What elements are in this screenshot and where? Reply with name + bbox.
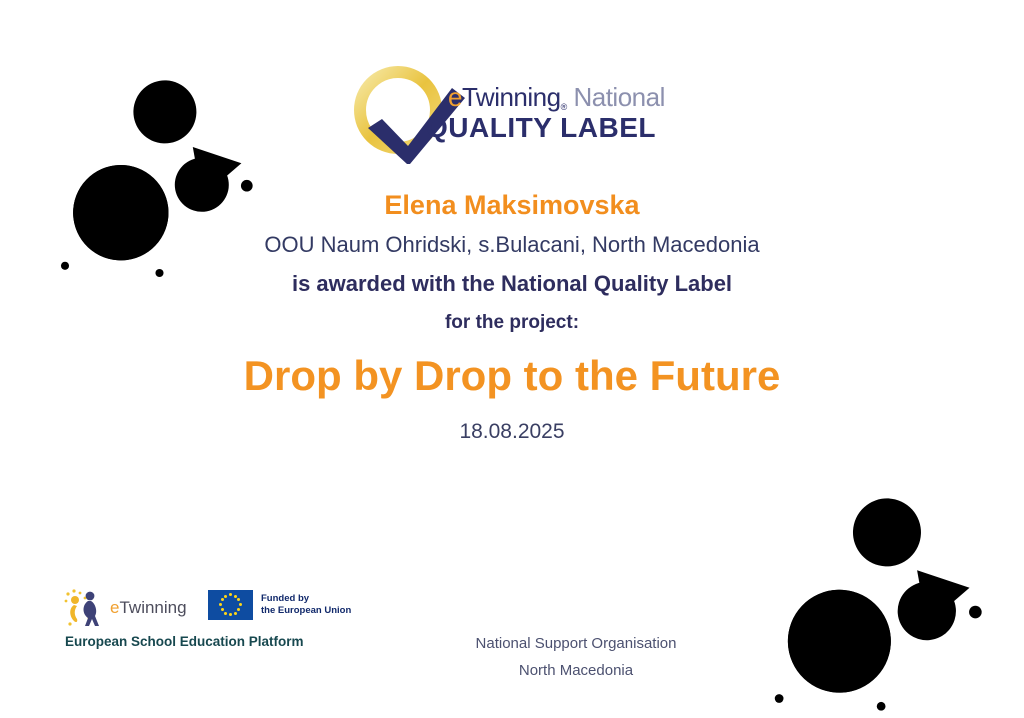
nso-line2: North Macedonia [518, 662, 634, 679]
brand-quality-label: QUALITY LABEL [426, 112, 656, 143]
project-label: for the project: [444, 312, 580, 333]
school-line: OOU Naum Ohridski, s.Bulacani, North Mac… [264, 232, 760, 257]
eu-flag-icon [208, 590, 253, 620]
footer-logos: eTwinning Funded by the European Union [62, 586, 382, 658]
eu-funding-block: Funded by the European Union [208, 590, 351, 620]
eu-funding-line1: Funded by [261, 593, 310, 605]
nso-block: National Support Organisation North Mace… [440, 635, 712, 679]
registered-mark: ® [560, 102, 568, 112]
recipient-name: Elena Maksimovska [384, 190, 640, 220]
award-statement: is awarded with the National Quality Lab… [291, 271, 733, 296]
etwinning-mascot-icon [64, 589, 99, 626]
certificate-date: 18.08.2025 [459, 420, 565, 443]
quality-ring-checkmark-icon [354, 66, 465, 164]
quality-label-logo: eTwinning® National QUALITY LABEL [338, 60, 698, 165]
eu-funding-text: Funded by the European Union [261, 593, 351, 617]
footer-etwinning-rest: Twinning [119, 598, 187, 617]
brand-line-etwinning-national: eTwinning® National [448, 82, 665, 113]
footer-etwinning-e: e [110, 598, 120, 617]
eu-funding-line2: the European Union [261, 605, 352, 616]
project-title: Drop by Drop to the Future [243, 352, 781, 399]
brand-national: National [566, 82, 665, 112]
footer-etwinning-wordmark: eTwinning [110, 598, 187, 618]
brand-twinning: Twinning [461, 82, 561, 112]
nso-line1: National Support Organisation [475, 635, 677, 652]
corner-decoration-bottom-right-icon [750, 442, 1022, 718]
platform-name: European School Education Platform [65, 634, 304, 649]
brand-e: e [448, 82, 462, 112]
